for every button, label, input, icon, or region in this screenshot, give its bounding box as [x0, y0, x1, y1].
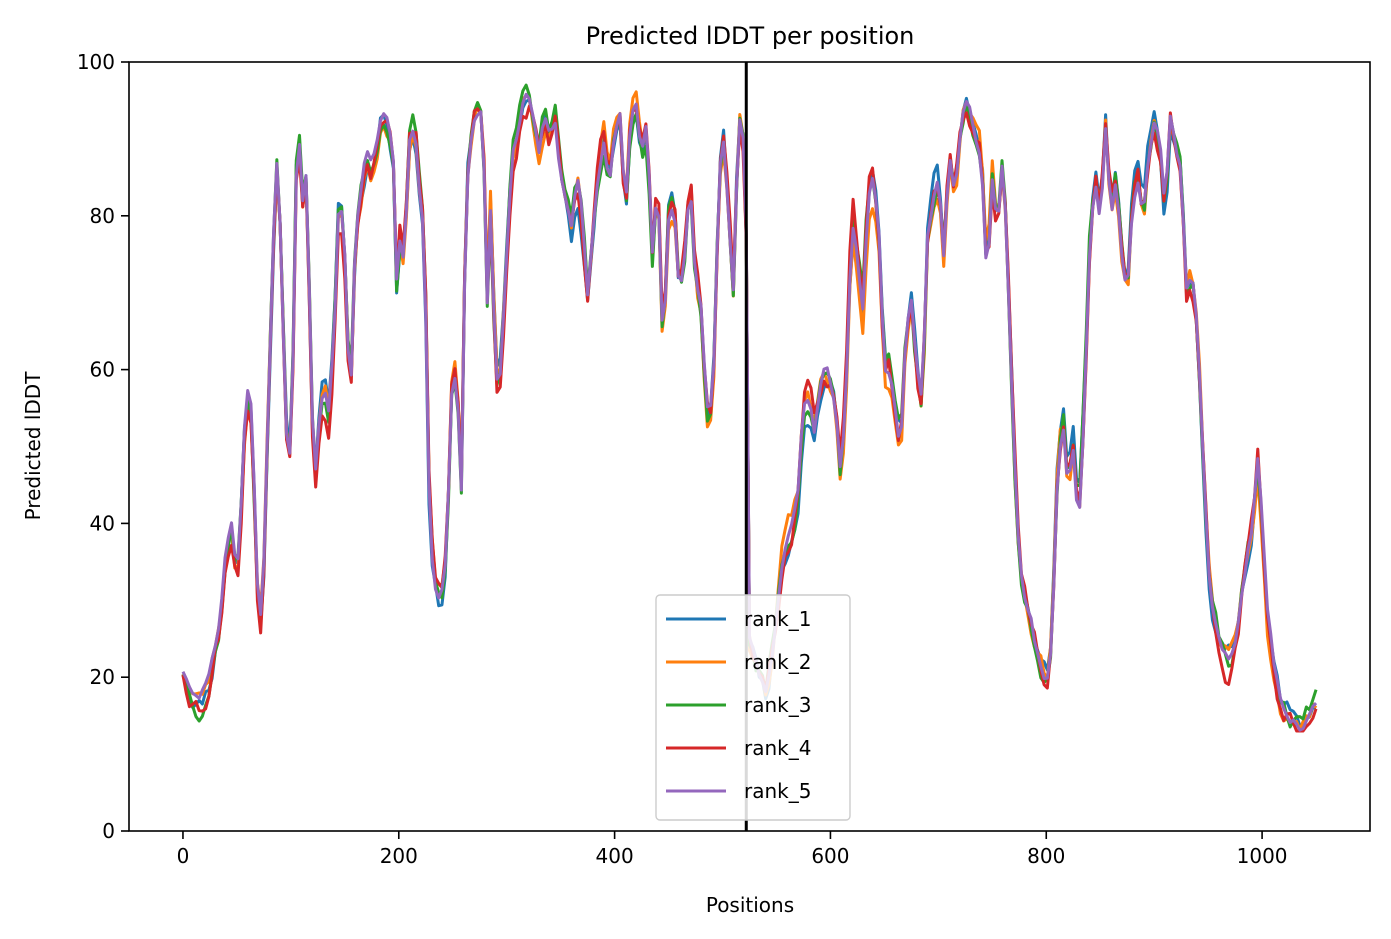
y-tick-label: 100 — [77, 50, 115, 74]
x-axis-ticks: 0 200 400 600 800 1000 — [177, 831, 1288, 868]
legend-label-rank-5: rank_5 — [744, 779, 811, 803]
x-tick-label: 600 — [811, 844, 849, 868]
legend-label-rank-2: rank_2 — [744, 650, 811, 674]
y-tick-label: 60 — [90, 358, 115, 382]
legend-label-rank-4: rank_4 — [744, 736, 811, 760]
plot-frame — [128, 61, 1371, 832]
legend-label-rank-3: rank_3 — [744, 693, 811, 717]
y-tick-label: 80 — [90, 204, 115, 228]
x-axis-label: Positions — [706, 893, 794, 917]
y-axis-ticks: 0 20 40 60 80 100 — [77, 50, 129, 843]
y-tick-label: 40 — [90, 511, 115, 535]
chart-title: Predicted lDDT per position — [586, 22, 915, 50]
x-tick-label: 800 — [1027, 844, 1065, 868]
legend-box — [655, 594, 851, 821]
y-tick-label: 0 — [102, 819, 115, 843]
x-tick-label: 200 — [380, 844, 418, 868]
x-tick-label: 1000 — [1237, 844, 1288, 868]
x-tick-label: 0 — [177, 844, 190, 868]
legend: rank_1 rank_2 rank_3 rank_4 rank_5 — [655, 594, 851, 821]
y-tick-label: 20 — [90, 665, 115, 689]
y-axis-label: Predicted lDDT — [21, 371, 45, 521]
x-tick-label: 400 — [596, 844, 634, 868]
legend-label-rank-1: rank_1 — [744, 607, 811, 631]
legend-entries: rank_1 rank_2 rank_3 rank_4 rank_5 — [666, 607, 811, 803]
